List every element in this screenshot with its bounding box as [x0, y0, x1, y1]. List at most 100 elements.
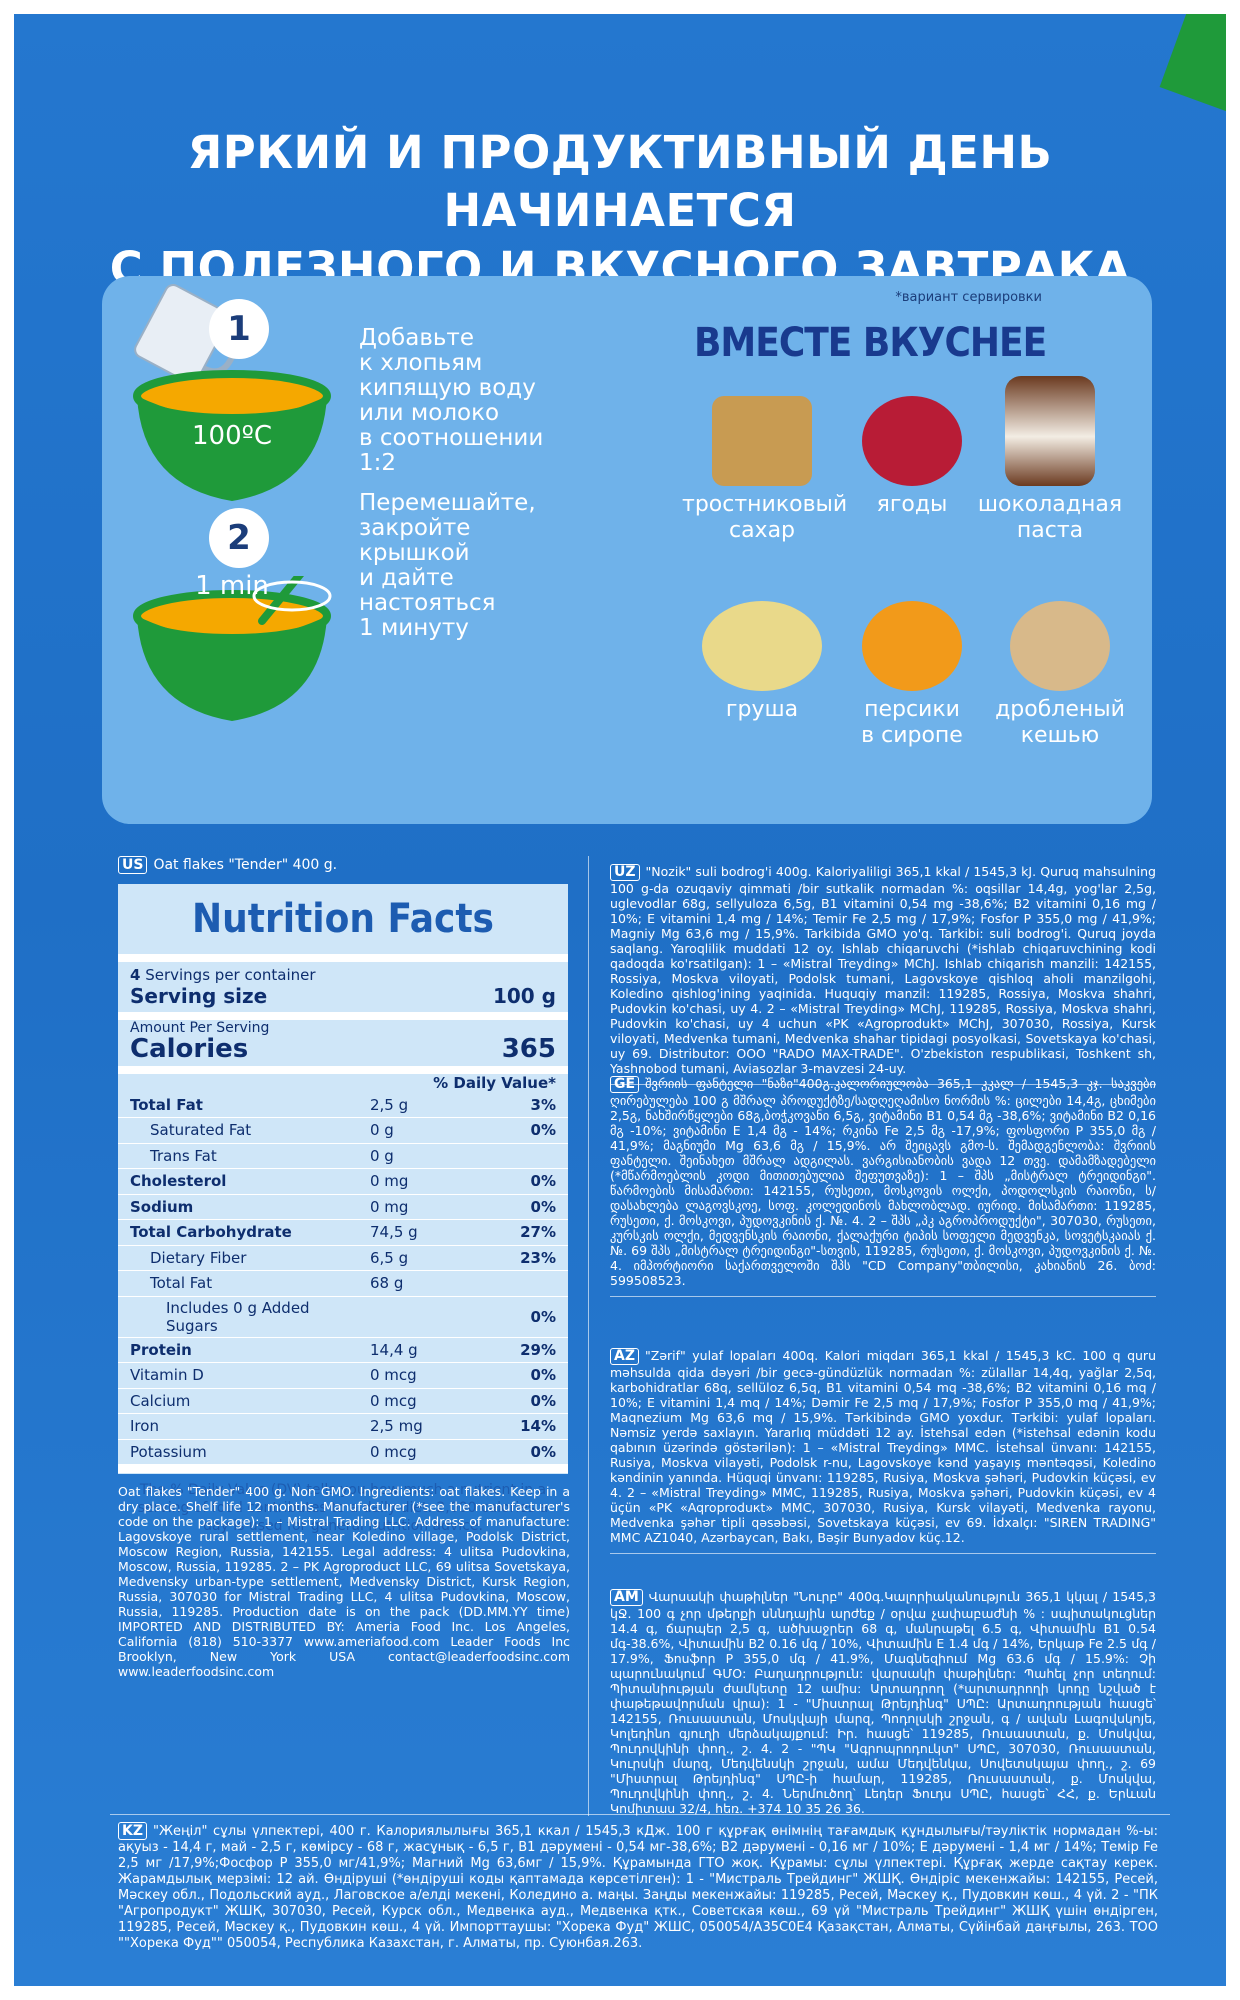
addon-pear: груша	[682, 601, 842, 723]
pear-icon	[702, 601, 822, 691]
az-text: "Zərif" yulaf lopaları 400q. Kalori miqd…	[610, 1348, 1156, 1545]
kz-text: "Жеңіл" сұлы үлпектері, 400 г. Калориялы…	[118, 1824, 1158, 1951]
step-1-number: 1	[209, 299, 269, 359]
bowl-temperature-label: 100ºC	[191, 421, 273, 451]
cashew-icon	[1010, 601, 1110, 691]
daily-value-header: % Daily Value*	[433, 1074, 556, 1092]
calories-value: 365	[501, 1034, 556, 1064]
uz-product-info: UZ "Nozik" suli bodrog'i 400g. Kaloriyali…	[610, 864, 1156, 1085]
servings-row: 4 Servings per container	[118, 962, 568, 984]
nutrient-name: Saturated Fat	[118, 1117, 358, 1144]
divider	[118, 1012, 568, 1020]
step-1-line: в соотношении	[359, 425, 544, 451]
nutrient-amount: 14,4 g	[358, 1337, 498, 1363]
nutrient-row: Trans Fat 0 g	[118, 1143, 568, 1169]
nutrient-row: Protein 14,4 g 29%	[118, 1337, 568, 1363]
nutrient-row: Total Fat 68 g	[118, 1270, 568, 1297]
us-product-line: US Oat flakes "Tender" 400 g.	[118, 856, 337, 874]
nutrient-name: Total Fat	[118, 1270, 358, 1297]
addon-label: шоколадная	[977, 492, 1123, 517]
nutrient-daily-percent: 0%	[498, 1439, 568, 1465]
bottom-divider	[110, 1814, 1170, 1815]
addon-label: паста	[1016, 518, 1084, 543]
preparation-panel: *вариант сервировки ВМЕСТЕ ВКУСНЕЕ 1 100…	[102, 276, 1152, 824]
addon-chocolate-paste: шоколадная паста	[970, 376, 1130, 544]
uz-text: "Nozik" suli bodrog'i 400g. Kaloriyalili…	[610, 864, 1156, 1076]
divider	[118, 1066, 568, 1074]
serving-size-row: Serving size 100 g	[118, 984, 568, 1008]
nutrient-amount: 2,5 g	[358, 1092, 498, 1118]
nutrient-table: Total Fat 2,5 g 3% Saturated Fat 0 g 0% Trans …	[118, 1092, 568, 1465]
bowl-stir-icon	[133, 576, 332, 721]
nutrition-facts-title: Nutrition Facts	[192, 896, 494, 942]
addon-label: тростниковый	[682, 492, 848, 517]
english-product-info: Oat flakes "Tender" 400 g. Non GMO. Ingr…	[118, 1484, 570, 1679]
calories-row: Calories 365	[118, 1036, 568, 1062]
step-2-line: закройте	[359, 515, 471, 541]
am-badge: AM	[610, 1589, 643, 1606]
step-2-line: Перемешайте,	[359, 490, 536, 516]
nutrient-daily-percent: 0%	[498, 1194, 568, 1220]
ge-product-info: GE შვრიის ფანტელი "ნაზი"400გ.კალორიულობა …	[610, 1076, 1156, 1297]
nutrient-daily-percent: 0%	[498, 1362, 568, 1389]
step-1-line: к хлопьям	[359, 350, 483, 376]
column-divider	[588, 856, 589, 1816]
daily-value-footnote: The % Daily Value (DV) tells you how muc…	[137, 1482, 549, 1534]
us-product-name: Oat flakes "Tender" 400 g.	[153, 857, 338, 873]
az-product-info: AZ "Zərif" yulaf lopaları 400q. Kalori mi…	[610, 1348, 1156, 1554]
addon-label: персики	[864, 697, 960, 722]
serving-size-label: Serving size	[130, 984, 268, 1008]
step-1-line: или молоко	[359, 400, 500, 426]
nutrient-name: Includes 0 g Added Sugars	[118, 1296, 358, 1338]
nutrient-daily-percent: 0%	[498, 1117, 568, 1144]
nutrient-row: Cholesterol 0 mg 0%	[118, 1168, 568, 1195]
together-tastier-title: ВМЕСТЕ ВКУСНЕЕ	[694, 320, 1047, 366]
addon-label: ягоды	[876, 492, 948, 517]
addon-peaches: персики в сиропе	[832, 601, 992, 749]
nutrient-row: Sodium 0 mg 0%	[118, 1194, 568, 1220]
amount-per-serving: Amount Per Serving	[130, 1020, 270, 1036]
addon-label: кешью	[1020, 723, 1100, 748]
addon-label: дробленый	[995, 697, 1125, 722]
nutrient-name: Sodium	[118, 1194, 358, 1220]
step-2-line: настояться	[359, 590, 496, 616]
nutrient-name: Protein	[118, 1337, 358, 1363]
nutrient-name: Dietary Fiber	[118, 1245, 358, 1271]
step-1-line: кипящую воду	[359, 375, 536, 401]
cane-sugar-icon	[712, 396, 812, 486]
nutrient-amount: 68 g	[358, 1270, 498, 1297]
nutrient-amount: 0 mcg	[358, 1388, 498, 1414]
nutrient-name: Cholesterol	[118, 1168, 358, 1195]
nutrient-name: Trans Fat	[118, 1143, 358, 1169]
nutrient-name: Total Fat	[118, 1092, 358, 1118]
addon-label: сахар	[728, 518, 796, 543]
step-1-line: 1:2	[359, 450, 397, 476]
step-2-line: крышкой	[359, 540, 470, 566]
peaches-icon	[862, 601, 962, 691]
step-2-number: 2	[209, 508, 269, 568]
nutrient-amount: 0 mg	[358, 1194, 498, 1220]
step-2-line: и дайте	[359, 565, 454, 591]
nutrient-name: Iron	[118, 1413, 358, 1440]
berries-icon	[862, 396, 962, 486]
addon-label: в сиропе	[861, 723, 963, 748]
nutrient-name: Total Carbohydrate	[118, 1219, 358, 1246]
divider	[118, 1465, 568, 1473]
addon-cane-sugar: тростниковый сахар	[682, 396, 848, 544]
nutrient-daily-percent: 29%	[498, 1337, 568, 1363]
nutrient-name: Vitamin D	[118, 1362, 358, 1389]
nutrient-row: Total Fat 2,5 g 3%	[118, 1092, 568, 1118]
serving-size-value: 100 g	[492, 984, 556, 1008]
nutrient-daily-percent	[498, 1143, 568, 1169]
servings-per-container-label: Servings per container	[145, 966, 316, 984]
am-text: Վարսակի փաթիլներ "Նուրբ" 400գ.Կալորիական…	[610, 1589, 1156, 1816]
nutrient-row: Total Carbohydrate 74,5 g 27%	[118, 1219, 568, 1246]
nutrient-daily-percent: 3%	[498, 1092, 568, 1118]
nutrient-daily-percent	[498, 1270, 568, 1297]
ge-text: შვრიის ფანტელი "ნაზი"400გ.კალორიულობა 36…	[610, 1076, 1156, 1288]
nutrient-daily-percent: 0%	[498, 1296, 568, 1338]
bowl-time-label: 1 min	[195, 571, 269, 601]
nutrient-daily-percent: 14%	[498, 1413, 568, 1440]
addon-cashew: дробленый кешью	[980, 601, 1140, 749]
nutrient-row: Potassium 0 mcg 0%	[118, 1439, 568, 1465]
